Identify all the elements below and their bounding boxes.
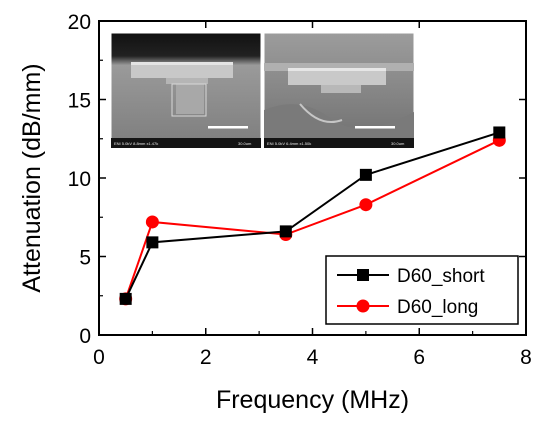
y-tick-label: 20 xyxy=(68,11,91,34)
data-point xyxy=(119,292,132,305)
x-tick-label: 6 xyxy=(413,346,425,369)
legend-marker-d60-long xyxy=(356,299,370,313)
y-tick-label: 10 xyxy=(68,168,91,191)
scale-bar-right xyxy=(355,126,395,129)
inset-right-scale-label: 30.0um xyxy=(391,141,405,146)
x-tick-label: 0 xyxy=(93,346,105,369)
data-point xyxy=(279,225,292,238)
sem-inset-right: ENI 5.0kV 6.4mm x1.50k 30.0um xyxy=(263,32,415,149)
data-point xyxy=(359,198,373,212)
series-d60-short xyxy=(119,126,506,305)
x-tick-label: 2 xyxy=(200,346,212,369)
inset-left-caption: ENI 5.0kV 8.8mm x1.47k xyxy=(114,141,158,146)
legend-box xyxy=(325,255,519,325)
inset-left-scale-label: 30.0um xyxy=(238,141,252,146)
sem-inset-left: ENI 5.0kV 8.8mm x1.47k 30.0um xyxy=(110,32,262,149)
data-point xyxy=(145,215,159,229)
scale-bar-left xyxy=(208,126,248,129)
axis-ticks: 0 2 4 6 8 0 5 10 15 20 xyxy=(68,11,532,369)
inset-right-caption: ENI 5.0kV 6.4mm x1.50k xyxy=(267,141,311,146)
x-tick-label: 8 xyxy=(520,346,532,369)
data-point xyxy=(146,236,159,249)
data-series xyxy=(119,126,506,306)
legend-label-d60-long: D60_long xyxy=(397,297,478,318)
legend: D60_short D60_long xyxy=(325,255,519,325)
legend-label-d60-short: D60_short xyxy=(397,266,485,287)
legend-marker-d60-short xyxy=(357,269,369,281)
y-tick-label: 5 xyxy=(79,247,91,270)
data-point xyxy=(359,168,372,181)
y-axis-title: Attenuation (dB/mm) xyxy=(18,63,46,292)
y-tick-label: 15 xyxy=(68,90,91,113)
data-point xyxy=(493,126,506,139)
y-tick-label: 0 xyxy=(79,325,91,348)
x-axis-title: Frequency (MHz) xyxy=(216,386,409,414)
x-tick-label: 4 xyxy=(307,346,319,369)
